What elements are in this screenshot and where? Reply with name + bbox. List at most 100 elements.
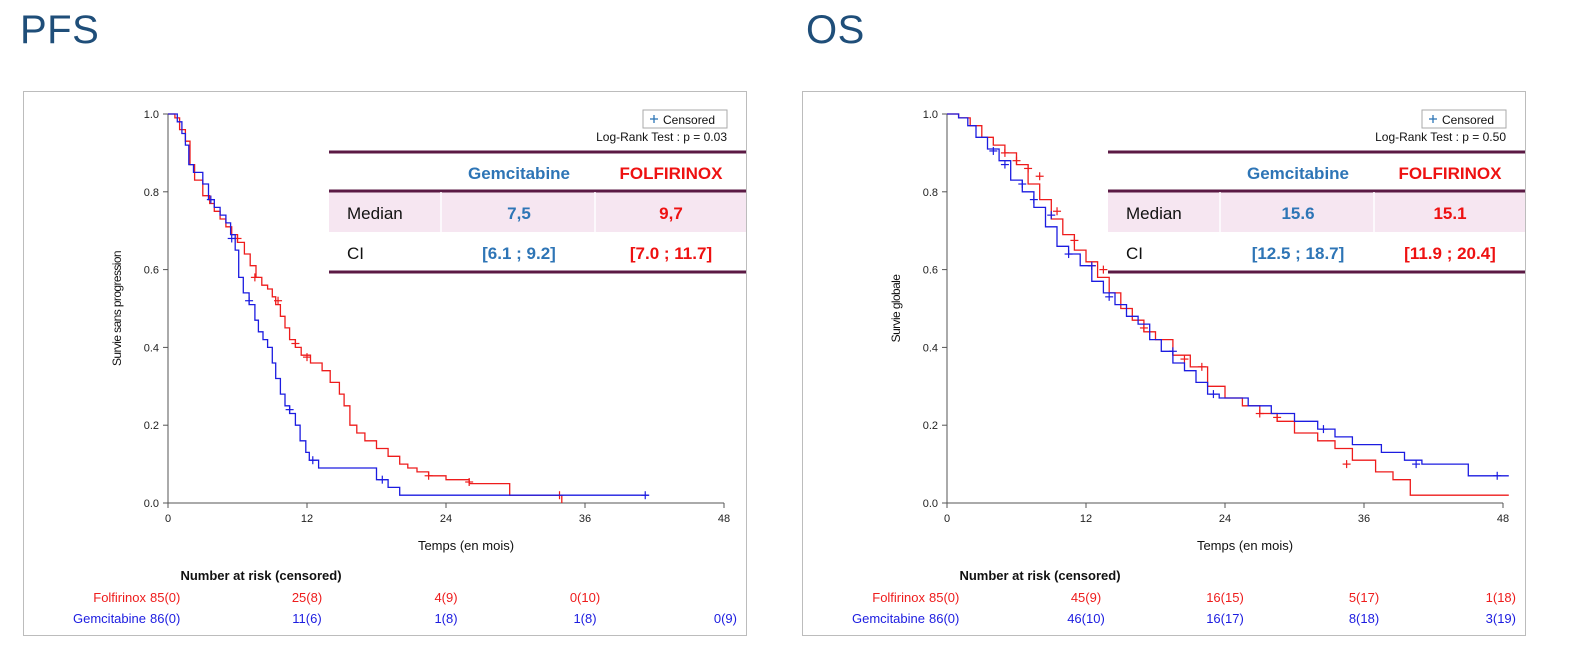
y-tick-label: 0.0 — [923, 498, 938, 510]
table-header-folfirinox: FOLFIRINOX — [620, 164, 724, 183]
km-curve-folfirinox — [168, 113, 563, 503]
logrank-test-label: Log-Rank Test : p = 0.50 — [1375, 130, 1506, 144]
censored-plus-icon — [1429, 115, 1437, 123]
risk-count: 1(8) — [573, 611, 596, 626]
censor-mark-gemcitabine — [1412, 460, 1421, 469]
risk-count: 1(8) — [434, 611, 457, 626]
y-tick-label: 1.0 — [923, 109, 938, 121]
risk-count: 85(0) — [150, 590, 180, 605]
censor-mark-gemcitabine — [1064, 250, 1073, 259]
x-tick-label: 36 — [579, 513, 591, 525]
censor-mark-folfirinox — [1035, 172, 1044, 181]
legend-box — [1421, 109, 1507, 129]
censor-mark-folfirinox — [1053, 207, 1062, 216]
median-row-bg — [1108, 191, 1525, 232]
legend-box — [642, 109, 728, 129]
table-cell-folfirinox: [7.0 ; 11.7] — [630, 244, 712, 263]
risk-row-label: Folfirinox — [93, 590, 146, 605]
y-tick-label: 0.6 — [144, 265, 159, 277]
censor-mark-folfirinox — [1273, 413, 1282, 422]
risk-count: 25(8) — [292, 590, 322, 605]
x-tick-label: 0 — [165, 513, 171, 525]
censor-mark-folfirinox — [424, 471, 433, 480]
censor-mark-gemcitabine — [1105, 292, 1114, 301]
risk-count: 46(10) — [1067, 611, 1105, 626]
chart-panel-pfs: 0.0 0.2 0.4 0.6 0.8 1.0 0 12 24 36 48 Temps (en moi… — [23, 91, 747, 636]
risk-count: 0(10) — [570, 590, 600, 605]
censor-mark-gemcitabine — [1047, 211, 1056, 220]
table-row-label: Median — [1126, 204, 1182, 223]
censor-mark-folfirinox — [1197, 362, 1206, 371]
table-cell-gemcitabine: [12.5 ; 18.7] — [1252, 244, 1345, 263]
risk-row-label: Gemcitabine — [852, 611, 925, 626]
risk-count: 1(18) — [1486, 590, 1516, 605]
censor-mark-gemcitabine — [378, 475, 387, 484]
table-cell-gemcitabine: 7,5 — [507, 204, 531, 223]
censor-mark-folfirinox — [1012, 156, 1021, 165]
censor-mark-gemcitabine — [206, 195, 215, 204]
censor-mark-folfirinox — [1099, 265, 1108, 274]
censor-mark-gemcitabine — [989, 146, 998, 155]
censor-mark-gemcitabine — [1018, 180, 1027, 189]
risk-count: 16(15) — [1206, 590, 1244, 605]
risk-count: 86(0) — [150, 611, 180, 626]
risk-count: 5(17) — [1349, 590, 1379, 605]
censor-mark-folfirinox — [274, 296, 283, 305]
censor-mark-folfirinox — [1255, 409, 1264, 418]
y-tick-label: 0.8 — [923, 187, 938, 199]
x-axis-label: Temps (en mois) — [418, 538, 514, 553]
table-cell-folfirinox: 15.1 — [1433, 204, 1466, 223]
risk-count: 4(9) — [434, 590, 457, 605]
censor-mark-folfirinox — [1180, 355, 1189, 364]
x-tick-label: 12 — [301, 513, 313, 525]
censor-mark-folfirinox — [1000, 148, 1009, 157]
risk-count: 0(9) — [714, 611, 737, 626]
risk-table-title: Number at risk (censored) — [959, 568, 1120, 583]
chart-panel-os: 0.0 0.2 0.4 0.6 0.8 1.0 0 12 24 36 48 Temps (en moi… — [802, 91, 1526, 636]
y-tick-label: 0.2 — [923, 420, 938, 432]
km-curve-gemcitabine — [947, 113, 1509, 477]
censor-mark-folfirinox — [303, 353, 311, 362]
y-tick-label: 0.2 — [144, 420, 159, 432]
censored-plus-icon — [650, 115, 658, 123]
censor-mark-gemcitabine — [245, 296, 254, 305]
censor-mark-gemcitabine — [1319, 425, 1328, 434]
censor-mark-gemcitabine — [285, 405, 294, 414]
censor-mark-folfirinox — [250, 273, 259, 282]
censor-mark-folfirinox — [1342, 460, 1351, 469]
y-tick-label: 0.8 — [144, 187, 159, 199]
y-tick-label: 0.4 — [144, 342, 159, 354]
table-cell-folfirinox: 9,7 — [659, 204, 683, 223]
y-tick-label: 0.0 — [144, 498, 159, 510]
censor-mark-gemcitabine — [1493, 471, 1502, 480]
median-row-bg — [329, 191, 746, 232]
logrank-test-label: Log-Rank Test : p = 0.03 — [596, 130, 727, 144]
risk-count: 16(17) — [1206, 611, 1244, 626]
risk-count: 11(6) — [292, 611, 321, 626]
table-cell-gemcitabine: [6.1 ; 9.2] — [482, 244, 556, 263]
table-header-gemcitabine: Gemcitabine — [1247, 164, 1349, 183]
risk-row-label: Gemcitabine — [73, 611, 146, 626]
km-chart-pfs: 0.0 0.2 0.4 0.6 0.8 1.0 0 12 24 36 48 Temps (en moi… — [73, 109, 746, 626]
censor-mark-gemcitabine — [227, 234, 236, 243]
censor-mark-folfirinox — [1024, 164, 1033, 173]
table-row-label: Median — [347, 204, 403, 223]
censor-mark-gemcitabine — [308, 456, 317, 465]
x-tick-label: 0 — [944, 513, 950, 525]
table-header-gemcitabine: Gemcitabine — [468, 164, 570, 183]
y-tick-label: 0.4 — [923, 342, 938, 354]
panel-title-pfs: PFS — [20, 8, 100, 52]
x-tick-label: 48 — [1497, 513, 1509, 525]
risk-table-title: Number at risk (censored) — [180, 568, 341, 583]
censor-mark-folfirinox — [291, 339, 300, 348]
legend-label: Censored — [663, 113, 715, 127]
risk-count: 8(18) — [1349, 611, 1379, 626]
km-curve-gemcitabine — [168, 113, 649, 496]
x-tick-label: 12 — [1080, 513, 1092, 525]
risk-count: 45(9) — [1071, 590, 1101, 605]
censor-mark-gemcitabine — [1209, 390, 1218, 399]
table-header-folfirinox: FOLFIRINOX — [1399, 164, 1503, 183]
censor-mark-folfirinox — [465, 477, 474, 486]
x-tick-label: 36 — [1358, 513, 1370, 525]
km-chart-os: 0.0 0.2 0.4 0.6 0.8 1.0 0 12 24 36 48 Temps (en moi… — [852, 109, 1525, 626]
